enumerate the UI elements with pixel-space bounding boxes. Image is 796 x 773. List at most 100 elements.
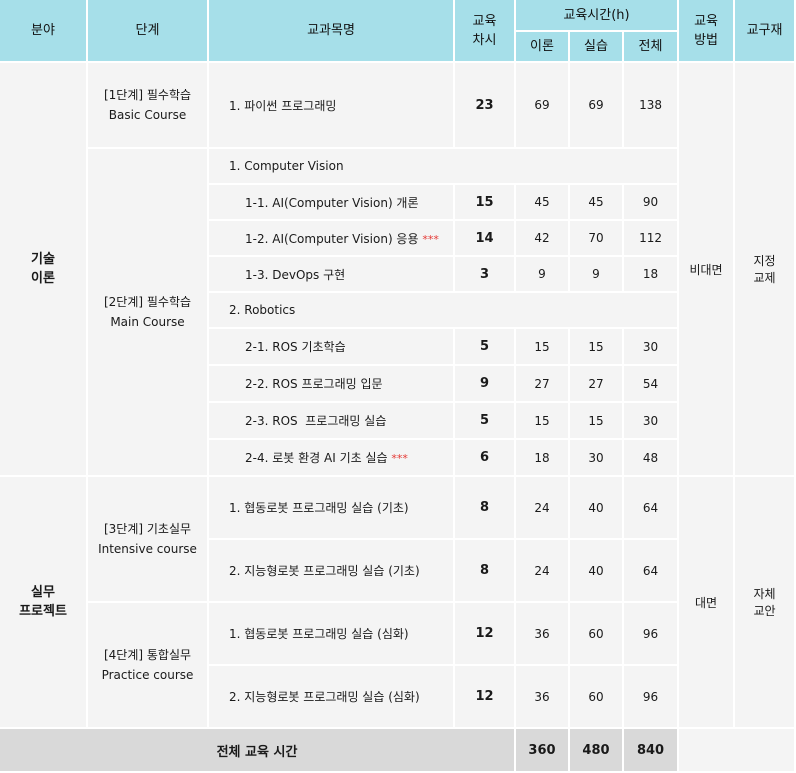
sessions-cell: 23	[455, 63, 516, 149]
header-sessions-l1: 교육	[472, 13, 497, 29]
header-sessions: 교육 차시	[455, 0, 516, 63]
stage-1-l1: [1단계] 필수학습	[103, 88, 192, 102]
theory-cell: 36	[516, 666, 570, 729]
subject-cell: 1. 협동로봇 프로그래밍 실습 (심화)	[209, 603, 455, 666]
theory-cell: 9	[516, 257, 570, 293]
stage-3-l2: Intensive course	[98, 542, 197, 556]
theory-cell: 15	[516, 403, 570, 440]
practice-cell: 60	[570, 603, 624, 666]
subject-cell: 2. 지능형로봇 프로그래밍 실습 (심화)	[209, 666, 455, 729]
method-tech: 비대면	[679, 63, 736, 477]
practice-cell: 40	[570, 477, 624, 540]
material-tech: 지정 교제	[735, 63, 796, 477]
practice-cell: 60	[570, 666, 624, 729]
subject-name: 2-2. ROS 프로그래밍 입문	[245, 377, 383, 391]
practice-cell: 15	[570, 403, 624, 440]
practice-cell: 9	[570, 257, 624, 293]
practice-cell: 27	[570, 366, 624, 403]
practice-cell: 45	[570, 185, 624, 221]
stage-1-l2: Basic Course	[108, 108, 187, 122]
subject-name: 2. 지능형로봇 프로그래밍 실습 (심화)	[229, 690, 420, 704]
material-project-l1: 자체	[753, 587, 776, 601]
subject-cell: 1. 파이썬 프로그래밍	[209, 63, 455, 149]
header-subject: 교과목명	[209, 0, 455, 63]
subject-name: 1-3. DevOps 구현	[245, 267, 346, 282]
header-method-l2: 방법	[694, 32, 718, 48]
stage-3: [3단계] 기초실무 Intensive course	[88, 477, 209, 603]
header-material: 교구재	[735, 0, 796, 63]
total-cell: 64	[624, 540, 680, 603]
total-cell: 112	[624, 221, 680, 257]
header-field: 분야	[0, 0, 88, 63]
stage-3-l1: [3단계] 기초실무	[103, 522, 192, 536]
sessions-cell: 15	[455, 185, 516, 221]
total-all: 840	[624, 729, 680, 773]
theory-cell: 27	[516, 366, 570, 403]
total-cell: 30	[624, 329, 680, 366]
subject-name: 1. 협동로봇 프로그래밍 실습 (심화)	[229, 627, 409, 641]
subject-cell: 2. 지능형로봇 프로그래밍 실습 (기초)	[209, 540, 455, 603]
subject-name: 2-1. ROS 기초학습	[245, 340, 346, 354]
stage-2-l2: Main Course	[110, 315, 185, 329]
sessions-cell: 8	[455, 477, 516, 540]
theory-cell: 24	[516, 540, 570, 603]
subject-cell: 2-3. ROS 프로그래밍 실습	[209, 403, 455, 440]
header-method-l1: 교육	[694, 13, 718, 29]
practice-cell: 30	[570, 440, 624, 477]
header-stage: 단계	[88, 0, 209, 63]
total-label: 전체 교육 시간	[0, 729, 516, 773]
header-theory: 이론	[516, 32, 570, 63]
practice-cell: 15	[570, 329, 624, 366]
subject-group-robotics: 2. Robotics	[209, 293, 680, 329]
theory-cell: 24	[516, 477, 570, 540]
stage-2: [2단계] 필수학습 Main Course	[88, 149, 209, 477]
header-practice: 실습	[570, 32, 624, 63]
subject-name: 1-2. AI(Computer Vision) 응용	[245, 231, 419, 246]
subject-name: 1-1. AI(Computer Vision) 개론	[245, 195, 419, 210]
total-cell: 54	[624, 366, 680, 403]
asterisk-mark: ***	[422, 232, 439, 246]
theory-cell: 18	[516, 440, 570, 477]
practice-cell: 70	[570, 221, 624, 257]
sessions-cell: 3	[455, 257, 516, 293]
subject-name: 2-3. ROS 프로그래밍 실습	[245, 414, 387, 428]
subject-cell: 2-4. 로봇 환경 AI 기초 실습 ***	[209, 440, 455, 477]
subject-cell: 1-3. DevOps 구현	[209, 257, 455, 293]
subject-name: 2-4. 로봇 환경 AI 기초 실습	[245, 451, 388, 465]
practice-cell: 40	[570, 540, 624, 603]
total-cell: 90	[624, 185, 680, 221]
material-tech-l2: 교제	[753, 271, 776, 285]
subject-name: 1. 협동로봇 프로그래밍 실습 (기초)	[229, 501, 409, 515]
total-practice: 480	[570, 729, 624, 773]
total-cell: 96	[624, 666, 680, 729]
subject-name: 1. 파이썬 프로그래밍	[229, 98, 337, 113]
stage-4: [4단계] 통합실무 Practice course	[88, 603, 209, 729]
asterisk-mark: ***	[391, 452, 408, 465]
sessions-cell: 12	[455, 666, 516, 729]
theory-cell: 69	[516, 63, 570, 149]
section-tech: 기술 이론	[0, 63, 88, 477]
total-cell: 96	[624, 603, 680, 666]
subject-cell: 1. 협동로봇 프로그래밍 실습 (기초)	[209, 477, 455, 540]
subject-group-cv: 1. Computer Vision	[209, 149, 680, 185]
header-hours: 교육시간(h)	[516, 0, 680, 32]
method-project: 대면	[679, 477, 736, 729]
sessions-cell: 5	[455, 403, 516, 440]
subject-cell: 2-1. ROS 기초학습	[209, 329, 455, 366]
subject-cell: 1-2. AI(Computer Vision) 응용 ***	[209, 221, 455, 257]
practice-cell: 69	[570, 63, 624, 149]
section-project-l2: 프로젝트	[19, 604, 67, 619]
section-tech-l2: 이론	[31, 271, 55, 286]
theory-cell: 45	[516, 185, 570, 221]
stage-2-l1: [2단계] 필수학습	[103, 295, 192, 309]
section-project-l1: 실무	[31, 585, 55, 600]
total-cell: 138	[624, 63, 680, 149]
stage-4-l1: [4단계] 통합실무	[103, 648, 192, 662]
sessions-cell: 5	[455, 329, 516, 366]
total-cell: 48	[624, 440, 680, 477]
total-blank	[679, 729, 796, 773]
header-total: 전체	[624, 32, 680, 63]
sessions-cell: 14	[455, 221, 516, 257]
